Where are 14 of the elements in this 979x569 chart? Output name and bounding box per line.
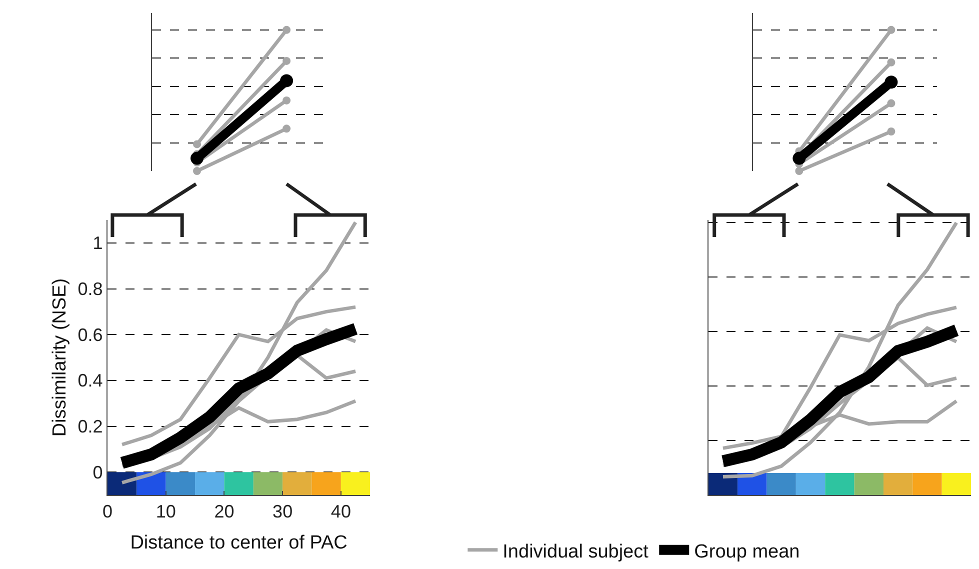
legend-label: Group mean bbox=[694, 541, 800, 562]
y-axis-title: Dissimilarity (NSE) bbox=[50, 278, 71, 437]
y-tick-label: 0.6 bbox=[78, 324, 103, 345]
x-axis-title: Distance to center of PAC bbox=[130, 532, 348, 554]
x-tick-label: 30 bbox=[272, 502, 293, 522]
x-tick-label: 10 bbox=[156, 502, 176, 522]
y-tick-label: 0.2 bbox=[78, 416, 103, 437]
x-tick-label: 20 bbox=[214, 502, 234, 522]
y-tick-label: 0.8 bbox=[78, 279, 103, 300]
legend-label: Individual subject bbox=[502, 541, 650, 562]
y-tick-label: 0 bbox=[92, 462, 103, 482]
x-tick-label: 40 bbox=[330, 502, 351, 522]
y-tick-label: 1 bbox=[92, 233, 103, 254]
y-tick-label: 0.4 bbox=[78, 370, 103, 391]
